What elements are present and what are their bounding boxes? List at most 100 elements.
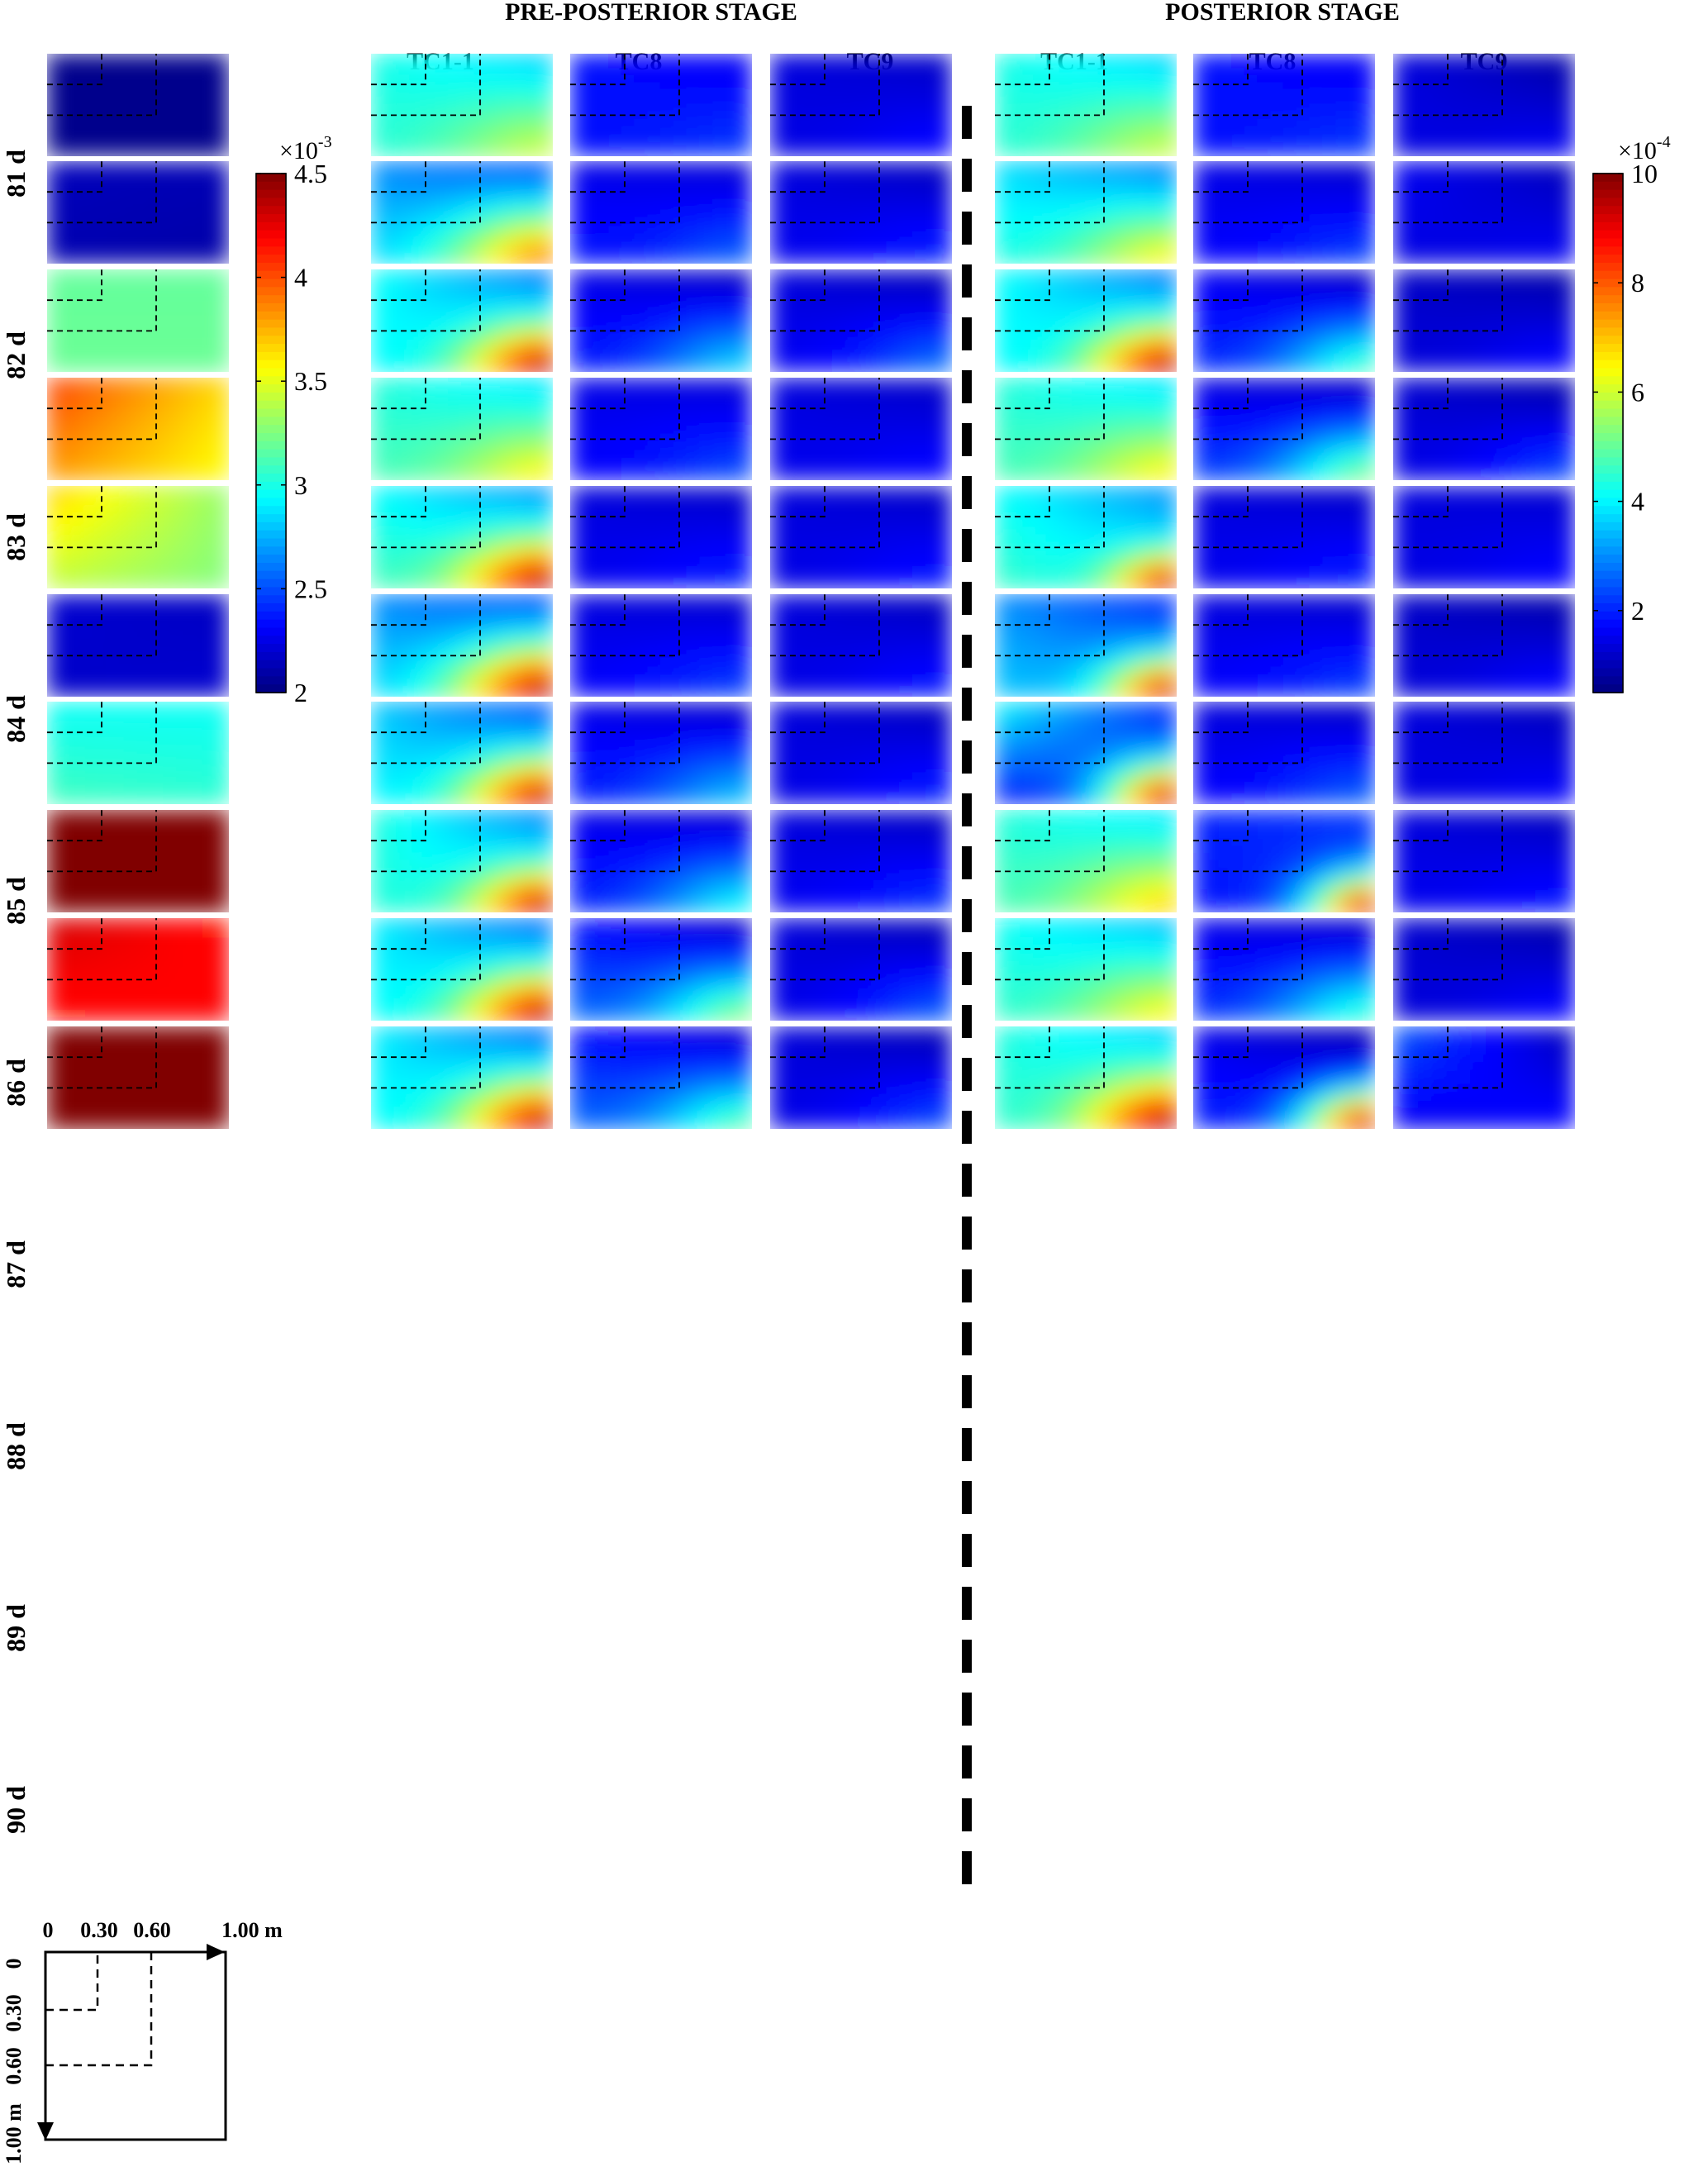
reference-map-row-5-cell [163, 507, 178, 517]
field-map-pre_posterior-tc1-1-row-9-cell [371, 924, 385, 934]
reference-map-row-9-cell [137, 969, 152, 978]
reference-map-row-8-cell [163, 904, 178, 912]
field-map-pre_posterior-tc1-1-row-5-cell [421, 573, 437, 583]
field-map-pre_posterior-tc1-1-row-4-cell [500, 428, 515, 437]
reference-map-row-6-cell [215, 637, 229, 646]
field-map-pre_posterior-tc1-1-row-8-cell [383, 889, 398, 899]
field-map-pre_posterior-tc8-row-3-cell [582, 312, 597, 321]
reference-map-row-1-cell [215, 140, 229, 150]
reference-map-row-8-cell [85, 897, 100, 907]
field-map-pre_posterior-tc8-row-5-cell [711, 499, 727, 509]
field-map-pre_posterior-tc1-1-row-8-cell [383, 845, 398, 855]
reference-map-row-3-cell [98, 326, 113, 336]
field-map-pre_posterior-tc1-1-row-8-cell [421, 823, 437, 833]
field-map-pre_posterior-tc1-1-row-7-cell [461, 788, 476, 798]
field-map-pre_posterior-tc1-1-row-6-cell [371, 630, 385, 640]
reference-map-row-10-cell [163, 1055, 178, 1064]
reference-map-row-2-cell [150, 218, 165, 228]
reference-map-row-6-cell [111, 681, 126, 691]
field-map-pre_posterior-tc1-1-row-1-cell [500, 118, 515, 128]
field-map-pre_posterior-tc8-row-5-cell [647, 486, 662, 494]
field-map-pre_posterior-tc1-1-row-8-cell [371, 853, 385, 862]
field-map-pre_posterior-tc8-row-2-cell [738, 255, 752, 264]
reference-map-row-8-cell [72, 889, 88, 899]
field-map-pre_posterior-tc8-row-2-cell [608, 161, 623, 169]
field-map-pre_posterior-tc1-1-row-8-cell [526, 816, 541, 826]
field-map-pre_posterior-tc1-1-row-6-cell [539, 607, 553, 617]
reference-map-row-1-cell [137, 97, 152, 106]
field-map-pre_posterior-tc1-1-row-10-cell [526, 1032, 541, 1042]
reference-map-row-3-cell [150, 312, 165, 321]
reference-map-row-6-cell [124, 630, 139, 640]
field-map-pre_posterior-tc1-1-row-4-cell [421, 435, 437, 445]
reference-map-row-4-cell [137, 457, 152, 467]
reference-map-row-7-cell [47, 774, 61, 783]
field-map-pre_posterior-tc1-1-row-10-cell [512, 1113, 528, 1123]
reference-map-row-8-cell [59, 904, 74, 912]
field-map-pre_posterior-tc1-1-row-9-cell [396, 939, 412, 949]
reference-map-row-8-cell [163, 831, 178, 840]
field-map-pre_posterior-tc1-1-row-6-cell [421, 666, 437, 676]
reference-map-row-9-cell [150, 939, 165, 949]
reference-map-row-10-cell [124, 1026, 139, 1035]
field-map-pre_posterior-tc1-1-row-7-cell [512, 737, 528, 747]
field-map-pre_posterior-tc8-row-3-cell [608, 320, 623, 329]
reference-map-row-2-cell [215, 174, 229, 184]
reference-map-row-9-cell [85, 931, 100, 941]
field-map-pre_posterior-tc1-1-row-6-cell [487, 688, 502, 697]
field-map-pre_posterior-tc1-1-row-2-cell [487, 212, 502, 221]
field-map-pre_posterior-tc8-row-5-cell [699, 499, 714, 509]
field-map-pre_posterior-tc1-1-row-8-cell [512, 845, 528, 855]
field-map-pre_posterior-tc1-1-row-7-cell [526, 766, 541, 776]
reference-map-row-6-cell [98, 681, 113, 691]
reference-map-row-8-cell [59, 838, 74, 848]
reference-map-row-1-cell [188, 140, 204, 150]
field-map-pre_posterior-tc8-row-4-cell [699, 398, 714, 408]
reference-map-row-3-cell [150, 334, 165, 344]
reference-map-row-9-cell [98, 1012, 113, 1021]
field-map-pre_posterior-tc8-row-1-cell [686, 118, 702, 128]
field-map-pre_posterior-tc1-1-row-6-cell [448, 600, 463, 610]
field-map-pre_posterior-tc1-1-row-9-cell [383, 1005, 398, 1015]
field-map-pre_posterior-tc8-row-3-cell [595, 349, 611, 359]
field-map-pre_posterior-tc1-1-row-5-cell [487, 514, 502, 524]
reference-map-row-7-cell [98, 766, 113, 776]
reference-map-row-3-cell [137, 290, 152, 300]
field-map-pre_posterior-tc1-1-row-9-cell [539, 918, 553, 926]
field-map-pre_posterior-tc1-1-row-2-cell [487, 167, 502, 177]
reference-map-row-7-cell [124, 730, 139, 740]
field-map-pre_posterior-tc1-1-row-9-cell [487, 931, 502, 941]
field-map-pre_posterior-tc8-row-2-cell [686, 226, 702, 236]
reference-map-row-6-cell [59, 645, 74, 654]
reference-map-row-4-cell [85, 421, 100, 430]
field-map-pre_posterior-tc1-1-row-3-cell [383, 356, 398, 366]
field-map-pre_posterior-tc1-1-row-3-cell [448, 275, 463, 285]
field-map-pre_posterior-tc1-1-row-4-cell [487, 421, 502, 430]
reference-map-row-8-cell [47, 897, 61, 907]
reference-map-row-3-cell [47, 320, 61, 329]
reference-map-row-7-cell [47, 702, 61, 710]
field-map-pre_posterior-tc1-1-row-6-cell [512, 659, 528, 669]
reference-map-row-1-cell [111, 54, 126, 62]
field-map-pre_posterior-tc8-row-4-cell [673, 391, 688, 401]
reference-map-row-4-cell [150, 435, 165, 445]
reference-map-row-3-cell [163, 290, 178, 300]
reference-map-row-1-cell [59, 111, 74, 121]
field-map-pre_posterior-tc8-row-1-cell [595, 126, 611, 136]
field-map-pre_posterior-tc1-1-row-1-cell [383, 126, 398, 136]
field-map-pre_posterior-tc1-1-row-8-cell [461, 853, 476, 862]
reference-map-row-5-cell [98, 580, 113, 588]
field-map-pre_posterior-tc1-1-row-8-cell [448, 831, 463, 840]
reference-map-row-3-cell [124, 305, 139, 315]
field-map-pre_posterior-tc1-1-row-4-cell [371, 421, 385, 430]
reference-map-row-10-cell [202, 1106, 217, 1116]
field-map-pre_posterior-tc8-row-1-cell [699, 54, 714, 62]
field-map-pre_posterior-tc8-row-5-cell [660, 536, 675, 545]
field-map-pre_posterior-tc1-1-row-2-cell [500, 248, 515, 258]
reference-map-row-2-cell [202, 204, 217, 213]
reference-map-row-5-cell [202, 580, 217, 588]
field-map-pre_posterior-tc1-1-row-10-cell [461, 1091, 476, 1101]
reference-map-row-7-cell [124, 745, 139, 754]
field-map-pre_posterior-tc8-row-5-cell [570, 550, 584, 560]
field-map-pre_posterior-tc8-row-3-cell [699, 334, 714, 344]
